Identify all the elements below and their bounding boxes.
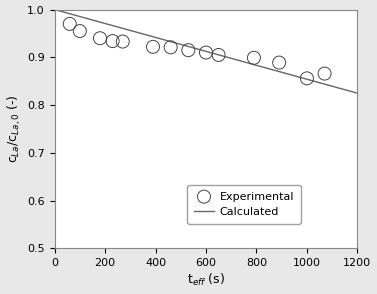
Point [322,71,328,76]
Point [97,36,103,41]
Point [67,21,73,26]
Point [120,39,126,44]
Point [77,29,83,34]
Point [168,45,174,50]
Point [150,44,156,49]
Legend: Experimental, Calculated: Experimental, Calculated [187,185,301,224]
Point [251,56,257,60]
Point [304,76,310,81]
Point [110,39,116,44]
Point [185,48,192,53]
Point [276,60,282,65]
Point [216,53,222,57]
Y-axis label: c$_{La}$/c$_{La,0}$ (-): c$_{La}$/c$_{La,0}$ (-) [6,95,23,163]
X-axis label: t$_{eff}$ (s): t$_{eff}$ (s) [187,272,225,288]
Point [203,50,209,55]
